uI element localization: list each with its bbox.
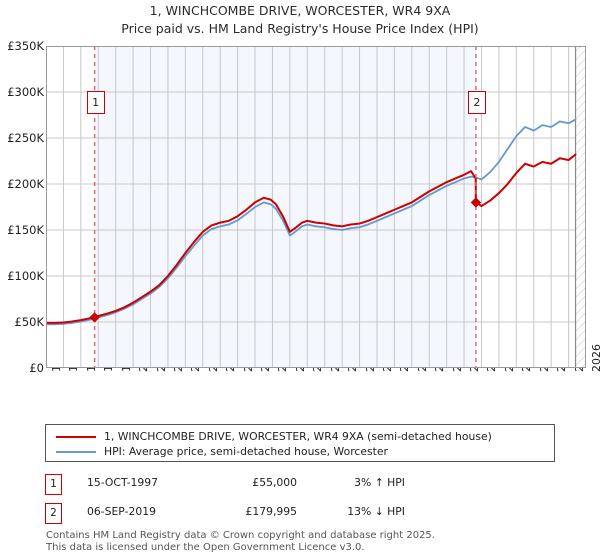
transaction-hpi-delta-2: 13% ↓ HPI xyxy=(347,505,405,518)
x-axis-labels: 1995199619971998199920002001200220032004… xyxy=(0,344,600,416)
y-tick-label: £100K xyxy=(7,269,44,283)
chart-title-block: 1, WINCHCOMBE DRIVE, WORCESTER, WR4 9XA … xyxy=(0,2,600,38)
legend-swatch-property xyxy=(56,435,96,438)
y-tick-label: £350K xyxy=(7,39,44,53)
footer-line-1: Contains HM Land Registry data © Crown c… xyxy=(46,530,435,541)
transaction-price-2: £179,995 xyxy=(245,505,297,518)
y-tick-label: £250K xyxy=(7,131,44,145)
y-tick-label: £150K xyxy=(7,223,44,237)
plot-area xyxy=(46,46,586,368)
transaction-price-1: £55,000 xyxy=(252,476,297,489)
y-axis-labels: £0 £50K £100K £150K £200K £250K £300K £350K xyxy=(0,0,44,420)
chart-legend: 1, WINCHCOMBE DRIVE, WORCESTER, WR4 9XA … xyxy=(45,424,555,462)
y-tick-label: £0 xyxy=(29,361,44,375)
footer-attribution: Contains HM Land Registry data © Crown c… xyxy=(46,530,586,554)
transaction-date-1: 15-OCT-1997 xyxy=(87,476,158,489)
footer-line-2: This data is licensed under the Open Gov… xyxy=(46,542,365,553)
page-title: 1, WINCHCOMBE DRIVE, WORCESTER, WR4 9XA xyxy=(149,3,451,18)
annotation-marker-1[interactable]: 1 xyxy=(86,91,105,114)
annotation-marker-2[interactable]: 2 xyxy=(467,91,486,114)
page-subtitle: Price paid vs. HM Land Registry's House … xyxy=(121,21,479,36)
x-tick-label: 2026 xyxy=(590,344,600,372)
legend-item-property: 1, WINCHCOMBE DRIVE, WORCESTER, WR4 9XA … xyxy=(52,429,548,444)
legend-swatch-hpi xyxy=(56,450,96,453)
transaction-hpi-delta-1: 3% ↑ HPI xyxy=(354,476,405,489)
legend-label-property: 1, WINCHCOMBE DRIVE, WORCESTER, WR4 9XA … xyxy=(104,430,492,443)
transaction-date-2: 06-SEP-2019 xyxy=(87,505,156,518)
transaction-marker-2: 2 xyxy=(45,503,62,524)
y-tick-label: £300K xyxy=(7,85,44,99)
y-tick-label: £50K xyxy=(14,315,45,329)
price-history-plot xyxy=(46,46,586,368)
y-tick-label: £200K xyxy=(7,177,44,191)
legend-item-hpi: HPI: Average price, semi-detached house,… xyxy=(52,444,548,459)
legend-label-hpi: HPI: Average price, semi-detached house,… xyxy=(104,445,388,458)
transaction-marker-1: 1 xyxy=(45,474,62,495)
